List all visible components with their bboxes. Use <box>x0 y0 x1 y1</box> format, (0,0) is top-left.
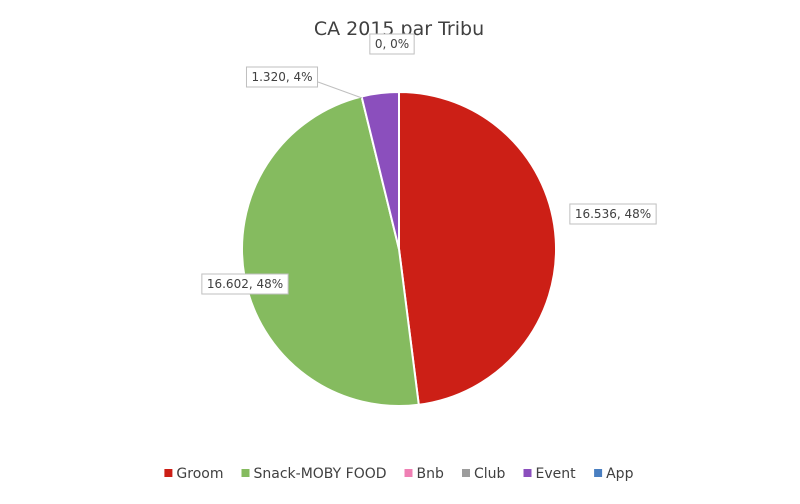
data-label-snack-moby-food: 16.602, 48% <box>201 273 289 295</box>
pie-slices <box>241 90 558 407</box>
legend-label: Groom <box>176 466 223 482</box>
legend-swatch <box>241 469 250 477</box>
legend-item-event: Event <box>523 466 577 482</box>
legend-item-app: App <box>594 466 634 482</box>
legend-swatch <box>594 469 603 477</box>
legend-label: Event <box>536 466 577 482</box>
svg-text:1.320, 4%: 1.320, 4% <box>251 70 312 84</box>
svg-text:16.536, 48%: 16.536, 48% <box>575 207 651 221</box>
svg-text:16.602, 48%: 16.602, 48% <box>207 277 283 291</box>
legend-swatch <box>404 469 413 477</box>
legend-item-groom: Groom <box>164 466 223 482</box>
legend-swatch <box>164 469 173 477</box>
pie-slice-groom <box>398 90 558 406</box>
data-label-groom: 16.536, 48% <box>569 203 657 225</box>
data-labels: 16.536, 48% 16.602, 48% 1.320, 4% 0, 0% <box>201 33 657 295</box>
data-label-app: 0, 0% <box>369 33 415 55</box>
legend-swatch <box>523 469 532 477</box>
legend-label: Bnb <box>417 466 444 482</box>
chart-title: CA 2015 par Tribu <box>314 18 484 40</box>
pie-slice-event <box>360 90 400 250</box>
legend-item-snack-moby-food: Snack-MOBY FOOD <box>241 466 387 482</box>
legend-label: App <box>606 466 633 482</box>
svg-text:0, 0%: 0, 0% <box>375 37 409 51</box>
event-label-leader <box>317 81 363 99</box>
legend-item-bnb: Bnb <box>404 466 444 482</box>
legend-swatch <box>462 469 470 477</box>
legend: Groom Snack-MOBY FOOD Bnb Club Event App <box>164 466 634 482</box>
data-label-event: 1.320, 4% <box>245 66 319 88</box>
legend-label: Snack-MOBY FOOD <box>254 466 387 482</box>
legend-label: Club <box>474 466 506 482</box>
legend-item-club: Club <box>462 466 506 482</box>
